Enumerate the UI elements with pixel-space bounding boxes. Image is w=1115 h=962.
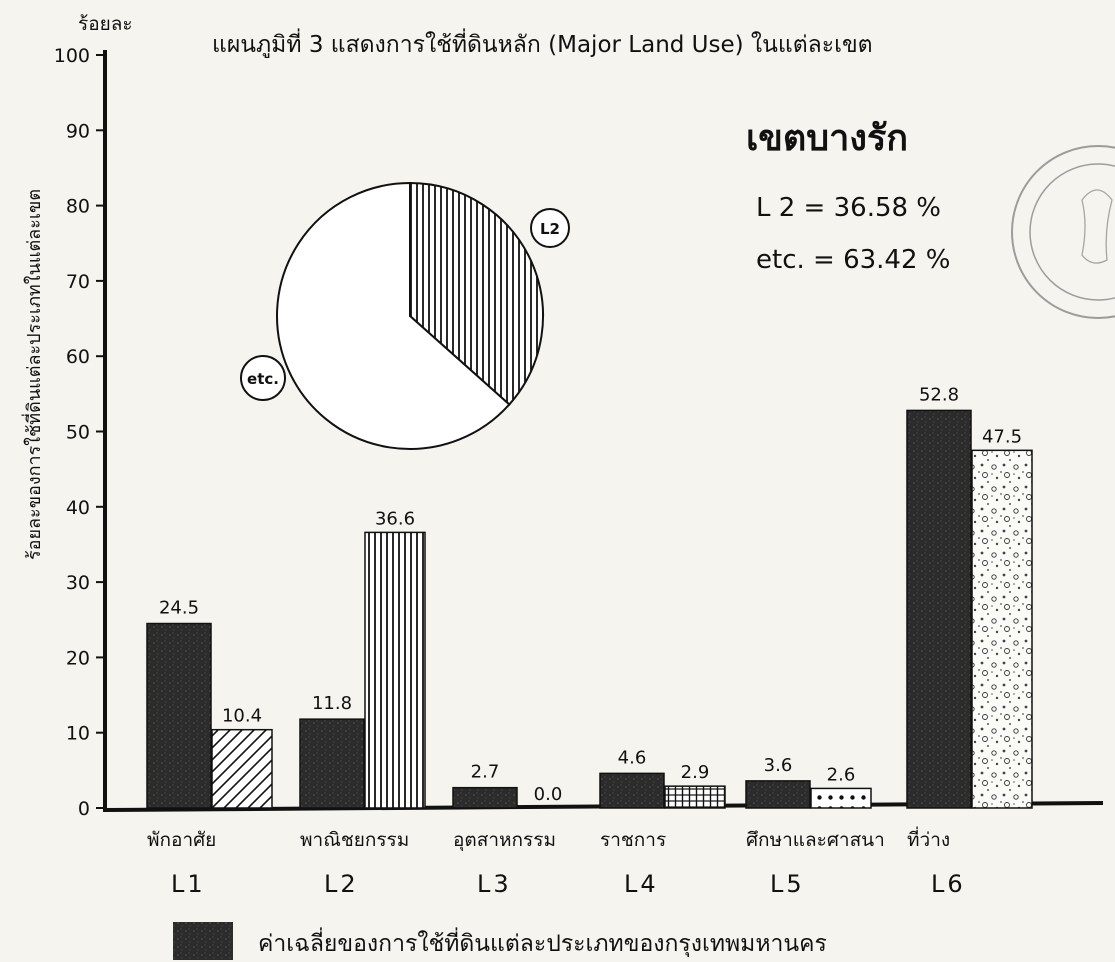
bar-district	[664, 785, 726, 809]
y-tick-label: 30	[66, 572, 90, 594]
legend-label: ค่าเฉลี่ยของการใช้ที่ดินแต่ละประเภทของกร…	[258, 927, 827, 957]
pie-label-etc: etc.	[240, 355, 286, 401]
bar-value-label: 24.5	[159, 598, 199, 619]
category-label: ที่ว่าง	[907, 826, 950, 851]
category-code: L4	[624, 870, 659, 898]
ratio-l2: L 2 = 36.58 %	[756, 193, 941, 223]
y-unit-label: ร้อยละ	[78, 13, 133, 35]
category-code: L2	[324, 870, 359, 898]
bar-district	[810, 787, 872, 809]
category-label: พาณิชยกรรม	[300, 829, 409, 851]
svg-text:etc.: etc.	[247, 370, 279, 388]
y-tick-label: 90	[66, 120, 90, 142]
category-code: L6	[931, 870, 966, 898]
pie-label-l2: L2	[530, 208, 570, 248]
bar-value-label: 2.6	[827, 764, 856, 785]
category-label: อุตสาหกรรม	[453, 829, 556, 852]
district-pie: L2 etc.	[240, 181, 570, 450]
category-label: พักอาศัย	[147, 829, 216, 851]
library-stamp-icon	[1011, 145, 1115, 319]
bar-district	[364, 531, 426, 809]
bar-value-label: 10.4	[222, 706, 262, 727]
bar-bkk-average	[745, 780, 811, 809]
bar-value-label: 11.8	[312, 693, 352, 714]
bar-value-label: 36.6	[375, 508, 415, 529]
pie-slice	[409, 181, 544, 406]
pie-slice	[276, 181, 511, 450]
bar-bkk-average	[599, 772, 665, 809]
svg-text:L2: L2	[540, 220, 560, 238]
y-tick-label: 50	[66, 422, 90, 444]
bar-bkk-average	[146, 622, 212, 809]
bar-bkk-average	[452, 786, 518, 809]
bar-district	[211, 728, 273, 809]
y-tick-label: 10	[66, 723, 90, 745]
category-label: ศึกษาและศาสนา	[746, 829, 885, 851]
bar-value-label: 0.0	[534, 784, 563, 805]
y-tick-label: 60	[66, 346, 90, 368]
district-name: เขตบางรัก	[746, 118, 908, 159]
category-code: L3	[477, 870, 512, 898]
bar-bkk-average	[299, 718, 365, 809]
category-label: ราชการ	[600, 829, 666, 851]
bar-value-label: 4.6	[618, 747, 647, 768]
bar-value-label: 52.8	[919, 384, 959, 405]
y-tick-label: 40	[66, 497, 90, 519]
y-axis-title: ร้อยละของการใช้ที่ดินแต่ละประเภทในแต่ละเ…	[21, 189, 45, 560]
category-code: L5	[770, 870, 805, 898]
bar-value-label: 47.5	[982, 426, 1022, 447]
y-tick-label: 70	[66, 271, 90, 293]
bar-value-label: 2.7	[471, 762, 500, 783]
y-tick-label: 100	[54, 45, 90, 67]
y-tick-label: 0	[78, 798, 90, 820]
ratio-etc: etc. = 63.42 %	[756, 245, 950, 275]
bar-bkk-average	[906, 409, 972, 809]
category-code: L1	[171, 870, 206, 898]
chart-title: แผนภูมิที่ 3 แสดงการใช้ที่ดินหลัก (Major…	[212, 28, 873, 58]
y-tick-label: 80	[66, 196, 90, 218]
bar-district	[971, 449, 1033, 809]
legend-swatch	[173, 922, 233, 960]
y-tick-label: 20	[66, 647, 90, 669]
bar-value-label: 2.9	[681, 762, 710, 783]
bar-value-label: 3.6	[764, 755, 793, 776]
